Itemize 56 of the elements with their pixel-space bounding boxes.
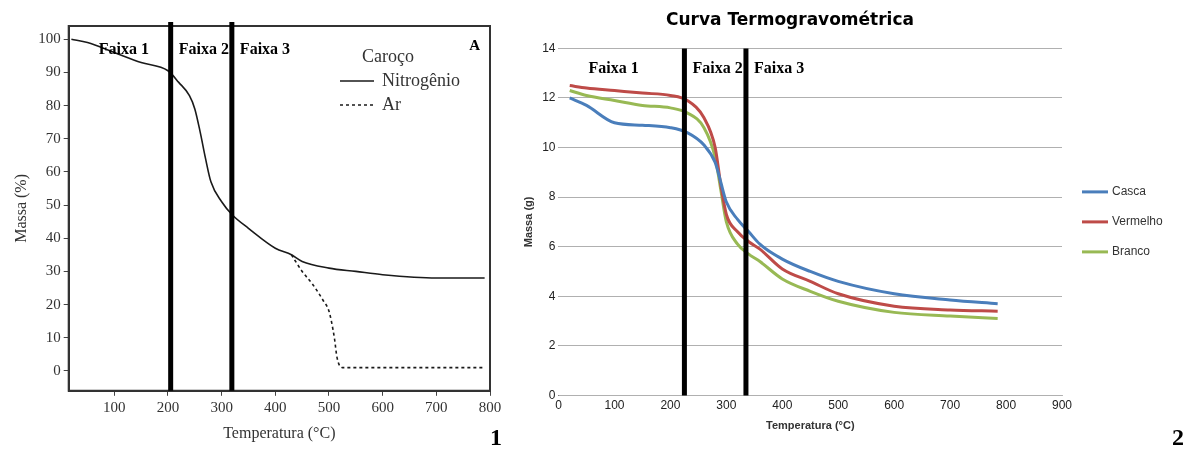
y-tick-label: 100 bbox=[38, 30, 61, 47]
y-tick-label: 80 bbox=[45, 96, 61, 113]
legend-label: Branco bbox=[1112, 244, 1151, 259]
x-tick-label: 200 bbox=[660, 397, 681, 412]
chart-title: Curva Termogravométrica bbox=[666, 8, 914, 29]
x-tick-label: 500 bbox=[828, 397, 849, 412]
legend-label: Vermelho bbox=[1112, 214, 1164, 229]
x-tick-label: 900 bbox=[1051, 397, 1073, 412]
x-tick-label: 800 bbox=[996, 397, 1017, 412]
annotation: Faixa 1 bbox=[98, 39, 149, 57]
y-tick-label: 40 bbox=[45, 229, 61, 246]
y-tick-label: 60 bbox=[45, 162, 61, 179]
x-tick-label: 300 bbox=[210, 398, 233, 415]
y-tick-label: 10 bbox=[45, 328, 61, 345]
x-tick-label: 600 bbox=[884, 397, 905, 412]
x-tick-label: 600 bbox=[371, 398, 394, 415]
x-tick-label: 400 bbox=[264, 398, 287, 415]
legend-label: Casca bbox=[1112, 184, 1147, 199]
x-tick-label: 300 bbox=[716, 397, 737, 412]
x-axis-title: Temperatura (°C) bbox=[766, 419, 855, 432]
y-tick-label: 20 bbox=[45, 295, 61, 312]
annotation: Faixa 3 bbox=[239, 39, 291, 57]
y-tick-label: 14 bbox=[542, 40, 556, 55]
x-tick-label: 200 bbox=[156, 398, 180, 415]
y-tick-label: 6 bbox=[548, 239, 556, 253]
x-tick-label: 700 bbox=[425, 398, 448, 415]
legend-label: Ar bbox=[382, 93, 401, 114]
y-tick-label: 0 bbox=[548, 387, 556, 402]
x-tick-label: 800 bbox=[478, 398, 502, 415]
text: 2 bbox=[1172, 424, 1184, 451]
x-tick-label: 100 bbox=[103, 398, 126, 415]
annotation: Faixa 3 bbox=[753, 59, 805, 77]
y-axis-title: Massa (g) bbox=[521, 196, 534, 248]
x-tick-label: 400 bbox=[772, 397, 793, 412]
y-tick-label: 30 bbox=[45, 262, 61, 279]
annotation: Faixa 2 bbox=[178, 39, 229, 57]
y-tick-label: 70 bbox=[45, 129, 61, 146]
y-tick-label: 2 bbox=[548, 338, 556, 353]
y-axis-title: Massa (%) bbox=[11, 173, 30, 243]
y-tick-label: 50 bbox=[45, 196, 61, 213]
legend-title: Caroço bbox=[362, 45, 414, 66]
y-tick-label: 4 bbox=[548, 288, 556, 303]
annotation: Faixa 2 bbox=[692, 59, 743, 77]
legend-label: Nitrogênio bbox=[382, 69, 460, 90]
x-tick-label: 500 bbox=[317, 398, 341, 415]
annotation: A bbox=[469, 36, 481, 53]
x-tick-label: 700 bbox=[940, 397, 961, 412]
y-tick-label: 10 bbox=[542, 139, 556, 154]
x-tick-label: 100 bbox=[604, 397, 625, 412]
y-tick-label: 8 bbox=[548, 189, 556, 204]
y-tick-label: 90 bbox=[45, 63, 61, 80]
y-tick-label: 0 bbox=[53, 361, 61, 378]
annotation: Faixa 1 bbox=[588, 59, 639, 77]
text: 1 bbox=[490, 424, 502, 451]
x-axis-title: Temperatura (°C) bbox=[223, 423, 336, 442]
y-tick-label: 12 bbox=[542, 90, 556, 105]
